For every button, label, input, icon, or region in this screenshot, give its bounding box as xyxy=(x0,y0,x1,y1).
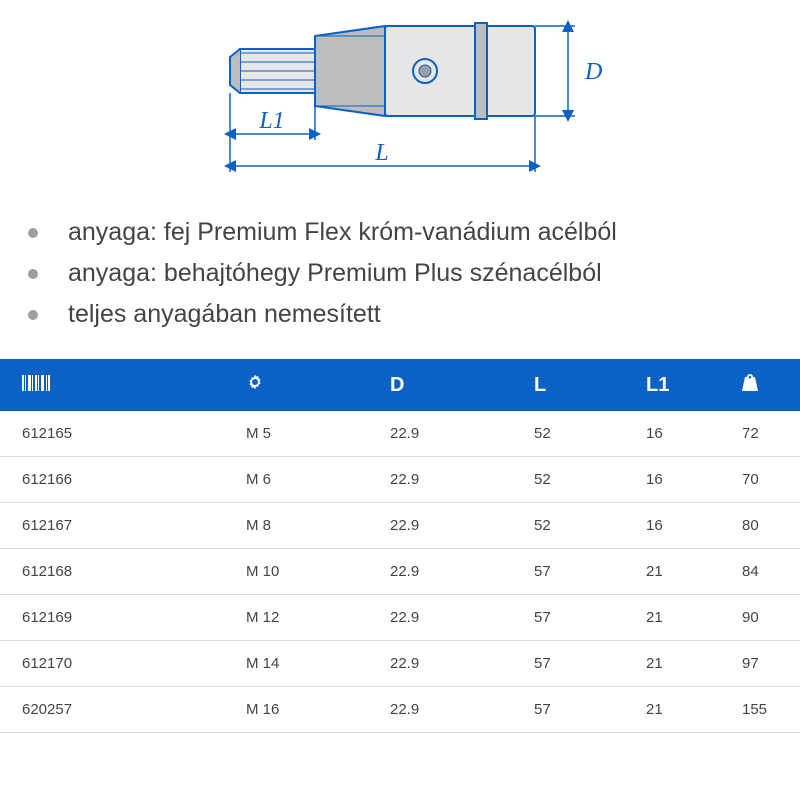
list-item: anyaga: behajtóhegy Premium Plus szénacé… xyxy=(28,259,772,288)
technical-diagram: L L1 D xyxy=(0,0,800,194)
list-item: teljes anyagában nemesített xyxy=(28,300,772,329)
table-cell: 21 xyxy=(624,687,720,733)
table-row: 612168M 1022.9572184 xyxy=(0,549,800,595)
col-label: L xyxy=(534,374,546,396)
table-cell: 57 xyxy=(512,641,624,687)
table-cell: 16 xyxy=(624,503,720,549)
table-cell: 70 xyxy=(720,457,800,503)
barcode-icon xyxy=(22,375,50,395)
table-cell: 612169 xyxy=(0,595,224,641)
bullet-icon xyxy=(28,269,38,279)
bullet-text: anyaga: fej Premium Flex króm-vanádium a… xyxy=(68,218,617,247)
table-cell: 57 xyxy=(512,549,624,595)
table-cell: M 10 xyxy=(224,549,368,595)
table-cell: M 8 xyxy=(224,503,368,549)
bullet-icon xyxy=(28,310,38,320)
table-cell: 612167 xyxy=(0,503,224,549)
table-cell: 84 xyxy=(720,549,800,595)
table-cell: 22.9 xyxy=(368,687,512,733)
col-label: D xyxy=(390,374,404,396)
table-cell: 22.9 xyxy=(368,595,512,641)
table-cell: M 14 xyxy=(224,641,368,687)
list-item: anyaga: fej Premium Flex króm-vanádium a… xyxy=(28,218,772,247)
table-cell: 80 xyxy=(720,503,800,549)
col-l: L xyxy=(512,359,624,411)
col-d: D xyxy=(368,359,512,411)
table-cell: 52 xyxy=(512,457,624,503)
table-row: 612166M 622.9521670 xyxy=(0,457,800,503)
table-cell: 90 xyxy=(720,595,800,641)
table-cell: 21 xyxy=(624,641,720,687)
table-cell: 620257 xyxy=(0,687,224,733)
table-row: 620257M 1622.95721155 xyxy=(0,687,800,733)
table-cell: 22.9 xyxy=(368,457,512,503)
table-header: D L L1 xyxy=(0,359,800,411)
table-cell: 21 xyxy=(624,595,720,641)
col-barcode xyxy=(0,359,224,411)
table-row: 612167M 822.9521680 xyxy=(0,503,800,549)
table-cell: 97 xyxy=(720,641,800,687)
table-cell: 72 xyxy=(720,411,800,457)
table-cell: 155 xyxy=(720,687,800,733)
bullet-text: teljes anyagában nemesített xyxy=(68,300,381,329)
table-row: 612170M 1422.9572197 xyxy=(0,641,800,687)
table-cell: 52 xyxy=(512,411,624,457)
table-cell: M 12 xyxy=(224,595,368,641)
table-cell: 612168 xyxy=(0,549,224,595)
table-cell: 612166 xyxy=(0,457,224,503)
table-cell: M 6 xyxy=(224,457,368,503)
col-l1: L1 xyxy=(624,359,720,411)
bullet-list: anyaga: fej Premium Flex króm-vanádium a… xyxy=(0,194,800,359)
svg-text:D: D xyxy=(584,59,602,85)
bullet-text: anyaga: behajtóhegy Premium Plus szénacé… xyxy=(68,259,602,288)
weight-icon xyxy=(742,375,758,395)
spec-table: D L L1 612165M 522.9521672612166M 622.95… xyxy=(0,359,800,733)
bullet-icon xyxy=(28,228,38,238)
col-weight xyxy=(720,359,800,411)
table-cell: 52 xyxy=(512,503,624,549)
table-cell: M 16 xyxy=(224,687,368,733)
table-cell: 612170 xyxy=(0,641,224,687)
col-size xyxy=(224,359,368,411)
table-cell: 21 xyxy=(624,549,720,595)
table-cell: 16 xyxy=(624,411,720,457)
gear-icon xyxy=(246,375,264,395)
table-cell: 22.9 xyxy=(368,411,512,457)
col-label: L1 xyxy=(646,374,669,396)
svg-text:L: L xyxy=(374,140,388,166)
table-body: 612165M 522.9521672612166M 622.952167061… xyxy=(0,411,800,733)
svg-text:L1: L1 xyxy=(258,108,284,134)
table-cell: 22.9 xyxy=(368,549,512,595)
table-cell: 57 xyxy=(512,687,624,733)
table-cell: 612165 xyxy=(0,411,224,457)
table-cell: 57 xyxy=(512,595,624,641)
table-row: 612165M 522.9521672 xyxy=(0,411,800,457)
table-row: 612169M 1222.9572190 xyxy=(0,595,800,641)
diagram-svg: L L1 D xyxy=(185,6,615,186)
table-cell: M 5 xyxy=(224,411,368,457)
table-cell: 22.9 xyxy=(368,503,512,549)
table-cell: 22.9 xyxy=(368,641,512,687)
table-cell: 16 xyxy=(624,457,720,503)
